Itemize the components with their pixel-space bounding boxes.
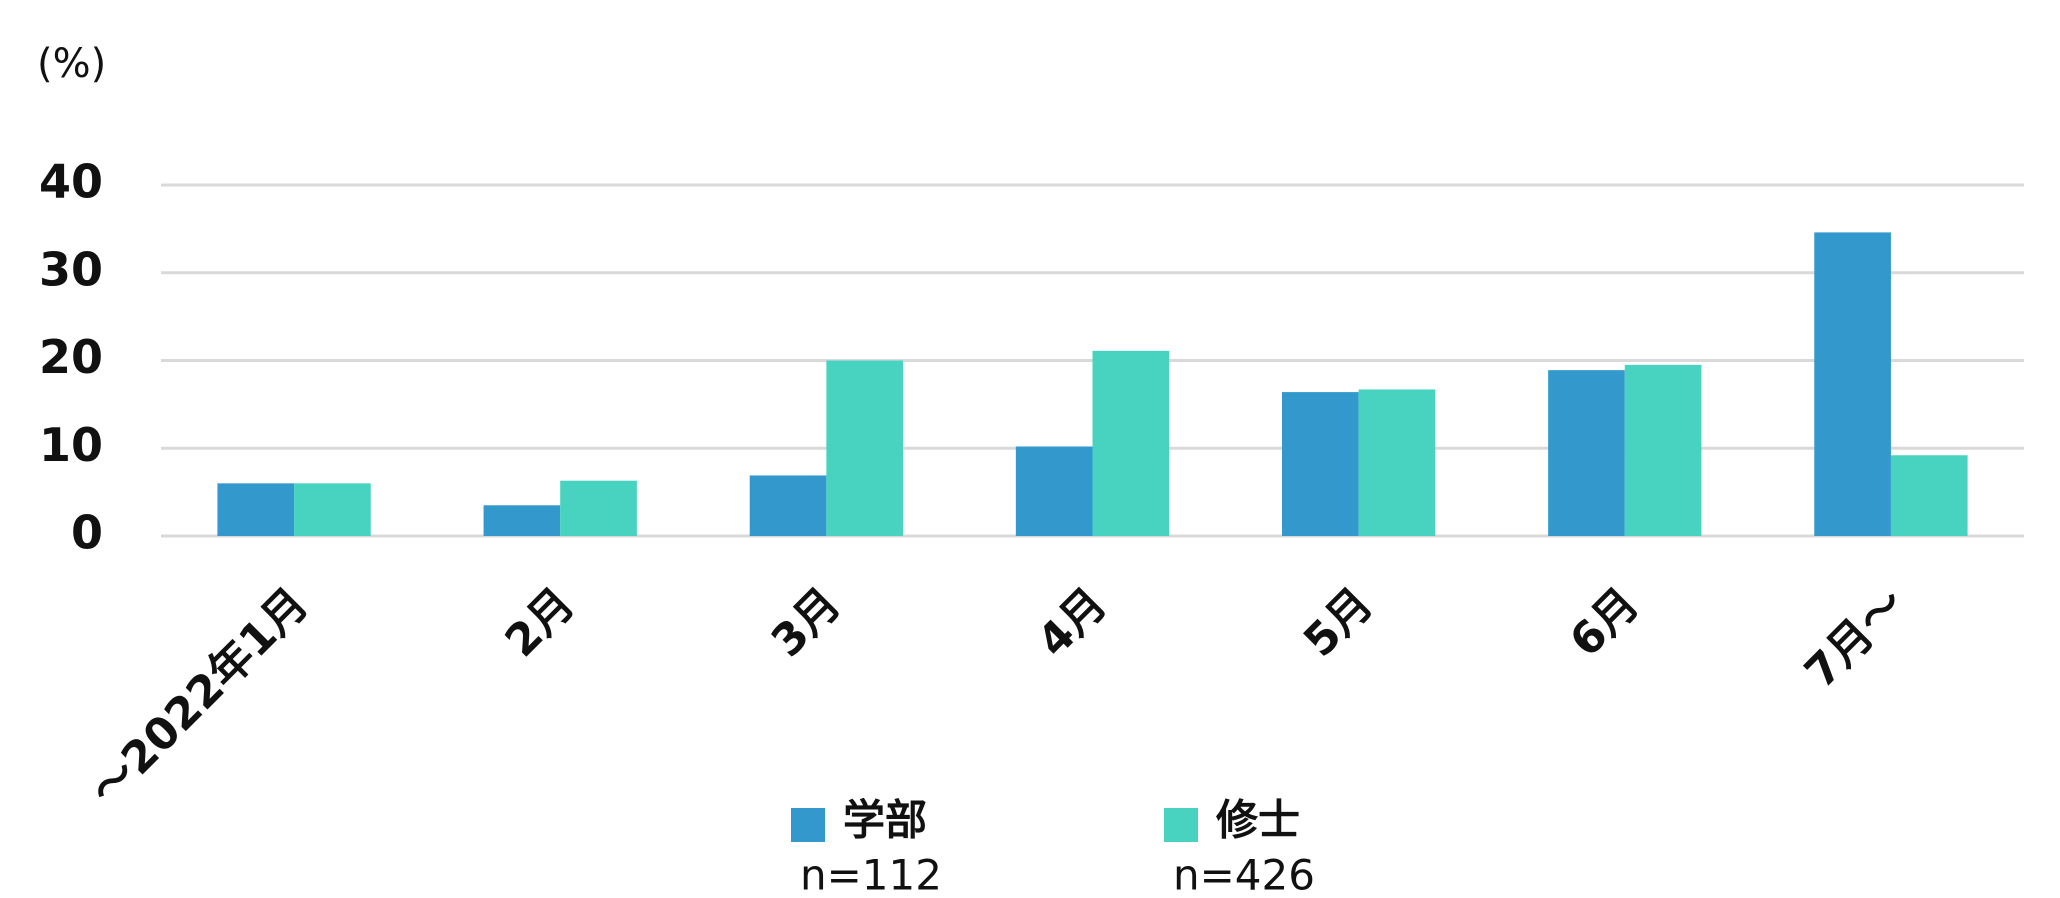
legend-label: 修士 (1216, 796, 1300, 845)
legend-label: 学部 (843, 796, 927, 845)
bar (1281, 392, 1359, 536)
x-tick-label: 6月 (1560, 578, 1649, 667)
y-tick-label: 20 (39, 330, 103, 384)
bar (826, 360, 904, 536)
bar (1624, 364, 1702, 536)
bar (1814, 232, 1891, 536)
y-tick-label: 0 (71, 506, 103, 560)
legend-swatch (1164, 808, 1198, 842)
legend-n: n=112 (800, 851, 942, 898)
y-tick-label: 30 (39, 242, 103, 296)
bar (217, 483, 295, 536)
bar (560, 480, 637, 536)
x-tick-label: 4月 (1028, 578, 1117, 667)
x-tick-label: 3月 (762, 578, 851, 667)
bar (483, 505, 561, 536)
legend-swatch (791, 808, 825, 842)
bar (749, 475, 827, 536)
x-tick-label: 7月～ (1795, 578, 1915, 698)
bar (294, 483, 371, 536)
bar (1092, 350, 1170, 536)
y-tick-label: 40 (39, 155, 103, 209)
x-tick-label: 2月 (496, 578, 585, 667)
x-tick-label: 5月 (1294, 578, 1383, 667)
x-tick-label: ～2022年1月 (81, 578, 319, 816)
bar (1015, 446, 1093, 536)
bar (1358, 389, 1436, 536)
y-tick-label: 10 (39, 418, 103, 472)
bar (1890, 455, 1968, 536)
y-unit: (%) (37, 41, 106, 87)
bar (1548, 370, 1625, 536)
legend-n: n=426 (1173, 851, 1315, 898)
